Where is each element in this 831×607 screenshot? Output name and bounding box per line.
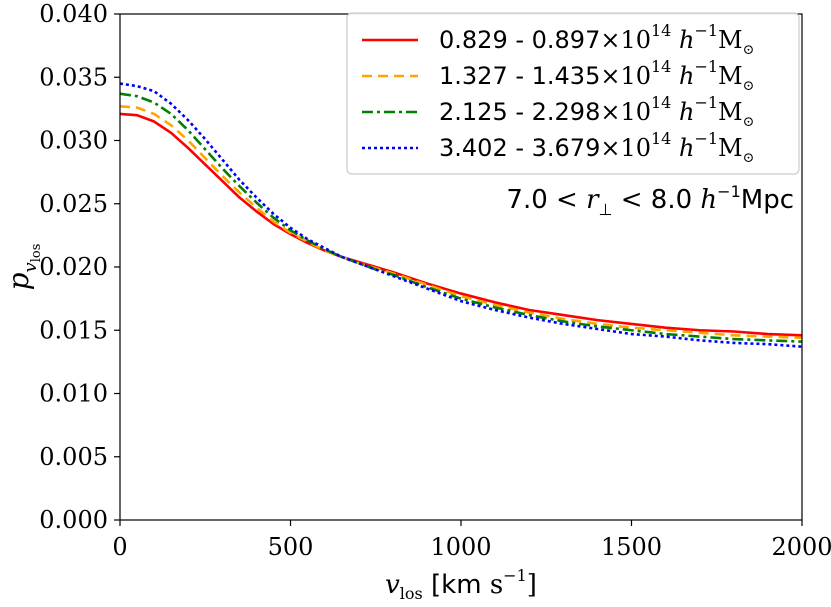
y-tick-label: 0.015: [39, 316, 108, 344]
y-tick-label: 0.000: [39, 506, 108, 534]
y-tick-label: 0.020: [39, 253, 108, 281]
y-tick-label: 0.025: [39, 190, 108, 218]
y-tick-label: 0.005: [39, 443, 108, 471]
legend: 0.829 - 0.897×1014 h−1M⊙1.327 - 1.435×10…: [346, 12, 800, 175]
x-tick-label: 500: [268, 533, 314, 561]
legend-label-4: 3.402 - 3.679×1014 h−1M⊙: [439, 129, 754, 166]
x-tick-label: 2000: [771, 533, 831, 561]
legend-items: 0.829 - 0.897×1014 h−1M⊙1.327 - 1.435×10…: [362, 21, 754, 166]
y-tick-label: 0.040: [39, 0, 108, 28]
legend-label-3: 2.125 - 2.298×1014 h−1M⊙: [439, 93, 754, 130]
series-line-2: [119, 105, 803, 340]
y-tick-label: 0.030: [39, 127, 108, 155]
x-tick-label: 1500: [601, 533, 662, 561]
series-line-4: [119, 82, 803, 348]
bin-annotation: 7.0 < r⊥ < 8.0 h−1Mpc: [506, 182, 794, 219]
series-line-3: [119, 92, 803, 343]
y-axis-ticks: 0.000 0.005 0.010 0.015 0.020 0.025 0.030 0.035…: [39, 0, 120, 534]
x-tick-label: 0: [112, 533, 127, 561]
y-axis-label: pvlos: [2, 244, 44, 291]
x-axis-ticks: 0 500 1000 1500 2000: [112, 520, 831, 561]
y-tick-label: 0.035: [39, 63, 108, 91]
x-axis-label: vlos [km s−1]: [385, 566, 537, 603]
x-tick-label: 1000: [430, 533, 491, 561]
series-lines: [119, 82, 803, 348]
legend-label-1: 0.829 - 0.897×1014 h−1M⊙: [439, 21, 754, 58]
legend-box: [346, 12, 800, 175]
legend-label-2: 1.327 - 1.435×1014 h−1M⊙: [439, 57, 754, 94]
y-tick-label: 0.010: [39, 380, 108, 408]
